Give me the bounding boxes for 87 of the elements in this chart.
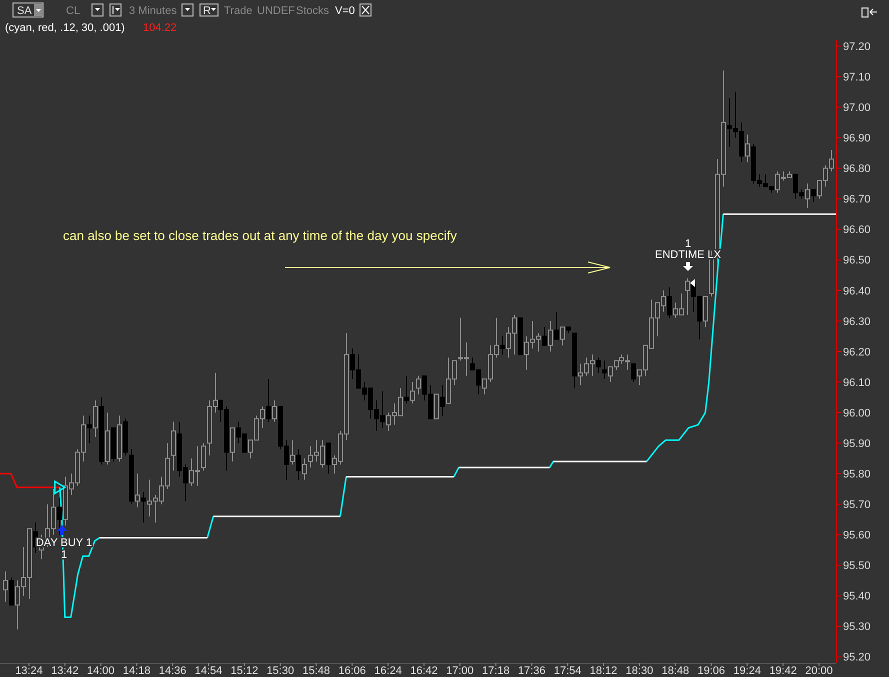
candlestick	[416, 375, 421, 395]
x-tick-label: 15:30	[266, 665, 294, 677]
text: V=0	[335, 5, 355, 17]
candlestick	[811, 189, 816, 202]
candlestick	[685, 278, 690, 316]
candlestick	[266, 378, 271, 422]
annotation: 1	[684, 238, 692, 250]
candlestick	[135, 473, 140, 508]
text: 104.22	[143, 22, 177, 34]
x-tick-label: 17:54	[554, 665, 582, 677]
y-tick-label: 95.50	[843, 560, 871, 572]
x-tick-label: 18:30	[626, 665, 654, 677]
y-tick-label: 96.90	[843, 132, 871, 145]
text: R	[203, 5, 211, 17]
y-tick-label: 96.50	[843, 254, 871, 267]
candlestick	[404, 375, 409, 404]
candlestick	[745, 134, 750, 163]
y-tick-label: 97.10	[843, 71, 871, 84]
candlestick	[500, 336, 505, 356]
y-tick-label: 97.00	[843, 102, 871, 114]
x-tick-label: 16:24	[374, 665, 402, 677]
candlestick	[290, 440, 295, 465]
candlestick	[302, 458, 307, 480]
x-tick-label: 15:48	[302, 665, 330, 677]
text: UNDEF	[257, 5, 296, 17]
x-tick-label: 19:24	[733, 665, 761, 677]
x-tick-label: 13:42	[51, 665, 79, 677]
x-tick-label: 18:12	[590, 665, 618, 677]
candlestick	[201, 442, 206, 472]
x-tick-label: 19:06	[698, 665, 726, 677]
annotation: can also be set to close trades out at any time of the day you specify	[63, 228, 458, 243]
candlestick	[296, 448, 301, 480]
x-tick-label: 17:18	[482, 665, 510, 677]
candlestick	[3, 570, 8, 602]
y-tick-label: 95.70	[843, 499, 871, 512]
x-tick-label: 14:54	[194, 665, 222, 677]
x-tick-label: 14:36	[158, 665, 186, 677]
candlestick	[272, 400, 277, 422]
y-tick-label: 97.20	[843, 40, 871, 53]
y-tick-label: 95.60	[843, 530, 871, 542]
candlestick	[57, 498, 62, 536]
x-tick-label: 20:00	[805, 665, 833, 677]
candlestick	[805, 183, 810, 208]
y-tick-label: 96.40	[843, 285, 871, 298]
candlestick	[93, 400, 98, 438]
y-tick-label: 96.20	[843, 346, 871, 358]
y-tick-label: 96.30	[843, 316, 871, 328]
x-tick-label: 17:00	[446, 665, 474, 677]
x-tick-label: 16:42	[410, 665, 438, 677]
text: CL	[66, 5, 80, 17]
candlestick	[560, 326, 565, 346]
text: SA	[17, 5, 32, 17]
candlestick	[667, 286, 672, 318]
candlestick	[596, 357, 601, 374]
y-tick-label: 95.80	[843, 468, 871, 481]
candlestick	[410, 382, 415, 404]
y-tick-label: 95.20	[843, 652, 871, 664]
candlestick	[87, 415, 92, 444]
y-tick-label: 95.90	[843, 438, 871, 450]
y-tick-label: 96.00	[843, 407, 871, 420]
x-tick-label: 15:12	[230, 665, 258, 677]
y-tick-label: 96.60	[843, 224, 871, 236]
candlestick	[631, 363, 636, 383]
x-tick-label: 19:42	[769, 665, 797, 677]
x-tick-label: 14:00	[87, 665, 115, 677]
candlestick	[554, 311, 559, 340]
candlestick	[602, 360, 607, 380]
candlestick	[141, 491, 146, 524]
y-tick-label: 96.70	[843, 194, 871, 206]
y-tick-label: 95.30	[843, 621, 871, 634]
y-tick-label: 95.40	[843, 590, 871, 603]
text: 3 Minutes	[129, 5, 178, 17]
annotation: ENDTIME LX	[654, 249, 722, 261]
x-tick-label: 17:36	[518, 665, 546, 677]
text: Stocks	[296, 5, 330, 17]
candlestick	[542, 326, 547, 346]
x-tick-label: 13:24	[15, 665, 43, 677]
text: Trade	[224, 5, 252, 17]
y-tick-label: 96.80	[843, 163, 871, 176]
text: (cyan, red, .12, 30, .001)	[5, 22, 125, 34]
candlestick	[326, 442, 331, 474]
x-tick-label: 14:18	[122, 665, 150, 677]
x-tick-label: 18:48	[662, 665, 690, 677]
x-tick-label: 16:06	[338, 665, 366, 677]
candlestick	[440, 384, 445, 416]
candlestick	[548, 320, 553, 352]
y-tick-label: 96.10	[843, 376, 871, 389]
